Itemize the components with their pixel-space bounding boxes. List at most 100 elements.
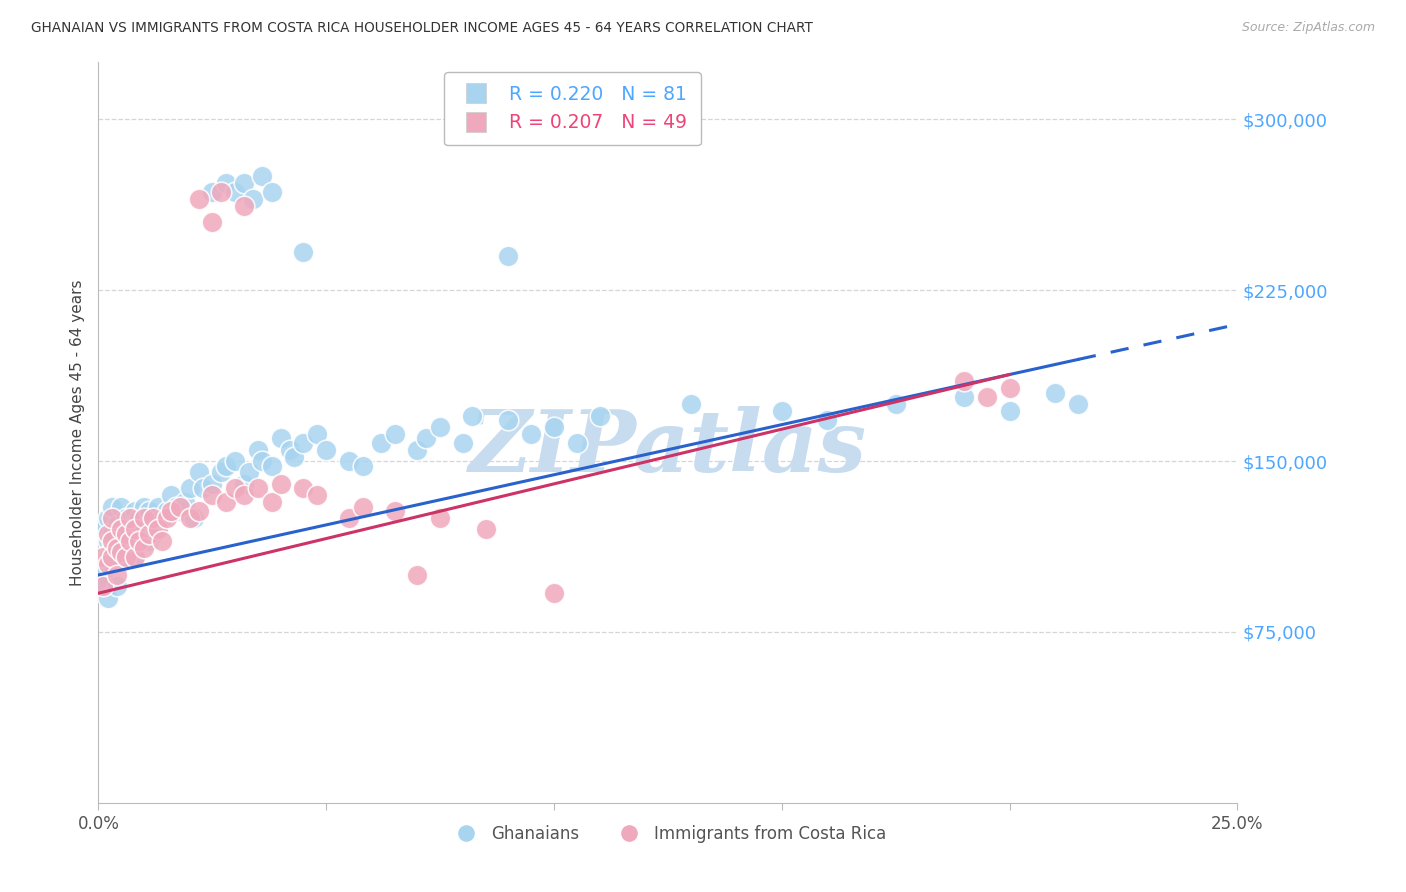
Point xyxy=(105,579,128,593)
Point xyxy=(201,488,224,502)
Point xyxy=(260,186,283,200)
Point xyxy=(815,413,838,427)
Point xyxy=(233,476,256,491)
Point xyxy=(128,533,150,548)
Point xyxy=(224,454,246,468)
Point xyxy=(91,568,114,582)
Point xyxy=(543,586,565,600)
Point xyxy=(520,426,543,441)
Point xyxy=(120,527,142,541)
Point xyxy=(1067,397,1090,411)
Point xyxy=(138,504,160,518)
Point xyxy=(283,450,305,464)
Point xyxy=(96,511,118,525)
Point xyxy=(451,435,474,450)
Point xyxy=(474,523,496,537)
Point xyxy=(307,488,329,502)
Point xyxy=(165,500,187,514)
Point xyxy=(679,397,702,411)
Point xyxy=(96,533,118,548)
Point xyxy=(770,404,793,418)
Point xyxy=(124,504,146,518)
Point xyxy=(953,375,976,389)
Point xyxy=(110,523,132,537)
Point xyxy=(187,504,209,518)
Point xyxy=(120,511,142,525)
Point xyxy=(224,186,246,200)
Point xyxy=(105,541,128,555)
Point xyxy=(146,523,169,537)
Point xyxy=(96,527,118,541)
Point xyxy=(201,186,224,200)
Point xyxy=(337,511,360,525)
Point xyxy=(565,435,588,450)
Point xyxy=(215,458,238,473)
Point xyxy=(179,482,201,496)
Point xyxy=(91,549,114,564)
Point xyxy=(150,533,173,548)
Point xyxy=(1043,385,1066,400)
Point xyxy=(132,511,155,525)
Point xyxy=(169,500,191,514)
Point xyxy=(498,249,520,263)
Point xyxy=(156,504,179,518)
Point xyxy=(352,458,374,473)
Point xyxy=(160,504,183,518)
Point xyxy=(998,404,1021,418)
Point xyxy=(246,482,269,496)
Point xyxy=(110,533,132,548)
Point xyxy=(101,541,124,555)
Point xyxy=(193,482,215,496)
Point xyxy=(292,435,315,450)
Point xyxy=(179,511,201,525)
Point xyxy=(543,420,565,434)
Point xyxy=(120,523,142,537)
Point xyxy=(588,409,610,423)
Point xyxy=(91,579,114,593)
Point xyxy=(124,549,146,564)
Point xyxy=(270,476,292,491)
Point xyxy=(169,504,191,518)
Point xyxy=(91,579,114,593)
Point xyxy=(252,454,274,468)
Point xyxy=(138,527,160,541)
Point xyxy=(114,527,136,541)
Point xyxy=(209,466,232,480)
Text: ZIPatlas: ZIPatlas xyxy=(468,406,868,489)
Point xyxy=(142,511,165,525)
Point xyxy=(278,442,301,457)
Point xyxy=(101,549,124,564)
Point xyxy=(105,568,128,582)
Point xyxy=(429,420,451,434)
Point xyxy=(242,192,264,206)
Point xyxy=(156,511,179,525)
Point xyxy=(461,409,484,423)
Point xyxy=(120,541,142,555)
Point xyxy=(114,533,136,548)
Point xyxy=(415,431,437,445)
Point xyxy=(110,545,132,559)
Point xyxy=(101,511,124,525)
Point xyxy=(201,215,224,229)
Point xyxy=(105,517,128,532)
Point xyxy=(315,442,337,457)
Point xyxy=(337,454,360,468)
Point xyxy=(252,169,274,184)
Point xyxy=(101,533,124,548)
Point xyxy=(146,500,169,514)
Point xyxy=(114,511,136,525)
Point xyxy=(96,549,118,564)
Y-axis label: Householder Income Ages 45 - 64 years: Householder Income Ages 45 - 64 years xyxy=(69,279,84,586)
Point xyxy=(498,413,520,427)
Point xyxy=(174,495,197,509)
Point xyxy=(105,545,128,559)
Point xyxy=(187,466,209,480)
Point xyxy=(215,176,238,190)
Point xyxy=(406,442,429,457)
Point xyxy=(150,511,173,525)
Point xyxy=(384,426,406,441)
Point xyxy=(183,511,205,525)
Point xyxy=(91,523,114,537)
Point xyxy=(114,549,136,564)
Point xyxy=(132,541,155,555)
